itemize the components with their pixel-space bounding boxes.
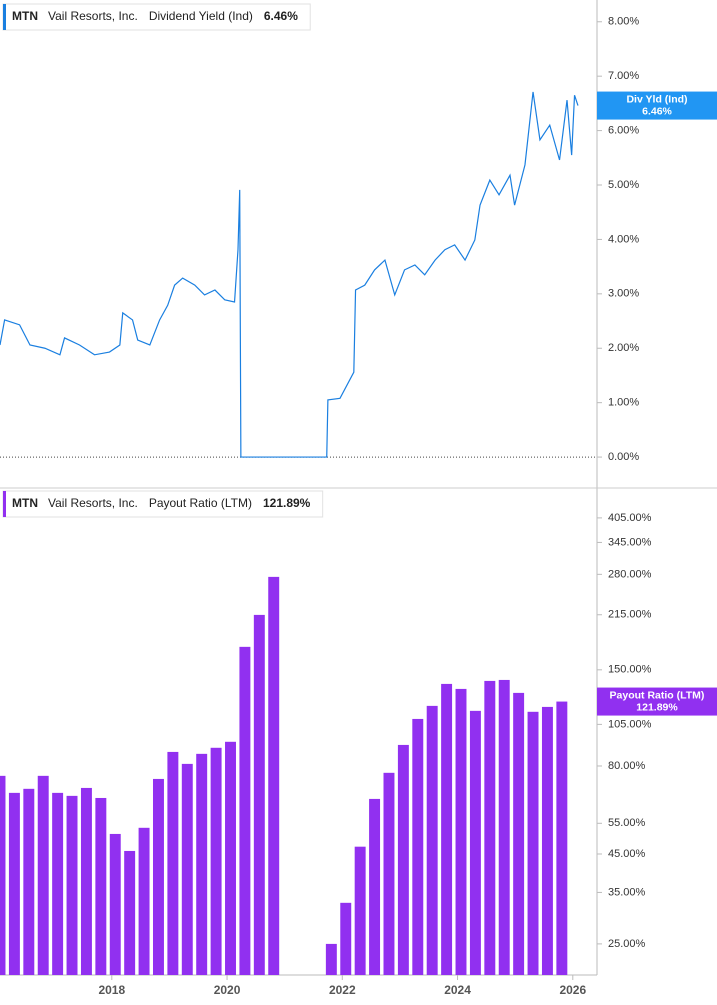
value-badge: [597, 687, 717, 716]
legend-series-name: Payout Ratio (LTM): [149, 496, 252, 510]
bar: [80, 787, 92, 975]
bar: [52, 792, 64, 975]
y-tick-label: 7.00%: [608, 70, 639, 82]
series-line: [0, 91, 579, 458]
bar: [498, 679, 510, 975]
bar: [152, 778, 164, 975]
badge-label: Div Yld (Ind): [626, 93, 687, 105]
y-tick-label: 80.00%: [608, 760, 646, 772]
bar: [181, 763, 193, 975]
bar: [469, 710, 481, 975]
bar: [37, 775, 49, 975]
bar: [340, 902, 352, 975]
bar: [167, 751, 179, 975]
legend-ticker: MTN: [12, 9, 38, 23]
y-tick-label: 150.00%: [608, 664, 652, 676]
y-tick-label: 3.00%: [608, 288, 639, 300]
y-tick-label: 6.00%: [608, 124, 639, 136]
legend-value: 6.46%: [264, 9, 298, 23]
bar: [210, 747, 222, 975]
x-tick-label: 2020: [214, 983, 241, 997]
bar: [138, 827, 150, 975]
legend-ticker: MTN: [12, 496, 38, 510]
legend-box: [2, 3, 311, 31]
bar: [109, 833, 121, 975]
bar: [383, 772, 395, 975]
bar: [23, 788, 35, 975]
bar: [196, 753, 208, 975]
x-tick-label: 2026: [559, 983, 586, 997]
badge-value: 121.89%: [636, 701, 678, 713]
legend: MTN Vail Resorts, Inc. Dividend Yield (Ind…: [2, 3, 311, 31]
y-tick-label: 405.00%: [608, 512, 652, 524]
plot-area: [0, 576, 568, 975]
bar: [325, 943, 337, 975]
legend-swatch: [3, 4, 6, 30]
x-tick-label: 2018: [98, 983, 125, 997]
bar: [484, 680, 496, 975]
bar: [397, 744, 409, 975]
y-tick-label: 0.00%: [608, 451, 639, 463]
bar: [95, 797, 107, 975]
legend: MTN Vail Resorts, Inc. Payout Ratio (LTM) 1…: [2, 490, 324, 518]
y-tick-label: 45.00%: [608, 848, 646, 860]
bar: [66, 795, 78, 975]
bar: [369, 798, 381, 975]
y-tick-label: 2.00%: [608, 342, 639, 354]
y-tick-label: 1.00%: [608, 397, 639, 409]
legend-value: 121.89%: [263, 496, 311, 510]
bar: [354, 846, 366, 975]
bar: [268, 576, 280, 975]
y-tick-label: 105.00%: [608, 718, 652, 730]
bar: [253, 614, 265, 975]
x-tick-label: 2024: [444, 983, 471, 997]
legend-company: Vail Resorts, Inc.: [48, 9, 138, 23]
bar: [527, 711, 539, 975]
bar: [513, 692, 525, 975]
bar: [412, 718, 424, 975]
plot-area: [0, 91, 597, 458]
bar: [426, 705, 438, 975]
bar: [556, 701, 568, 975]
bar: [441, 683, 453, 975]
bar: [541, 706, 553, 975]
y-tick-label: 8.00%: [608, 16, 639, 28]
bar: [0, 775, 6, 975]
bar: [225, 741, 236, 975]
y-tick-label: 215.00%: [608, 609, 652, 621]
y-tick-label: 4.00%: [608, 233, 639, 245]
bar: [239, 646, 251, 975]
y-tick-label: 25.00%: [608, 938, 646, 950]
y-tick-label: 345.00%: [608, 536, 652, 548]
badge-label: Payout Ratio (LTM): [610, 689, 705, 701]
x-tick-label: 2022: [329, 983, 356, 997]
y-tick-label: 5.00%: [608, 179, 639, 191]
bar: [124, 850, 136, 975]
value-badge: [597, 91, 717, 120]
badge-value: 6.46%: [642, 105, 672, 117]
legend-swatch: [3, 491, 6, 517]
y-tick-label: 280.00%: [608, 568, 652, 580]
bar: [455, 688, 467, 975]
y-tick-label: 35.00%: [608, 886, 646, 898]
legend-company: Vail Resorts, Inc.: [48, 496, 138, 510]
y-tick-label: 55.00%: [608, 817, 646, 829]
bar: [8, 792, 20, 975]
legend-series-name: Dividend Yield (Ind): [149, 9, 253, 23]
